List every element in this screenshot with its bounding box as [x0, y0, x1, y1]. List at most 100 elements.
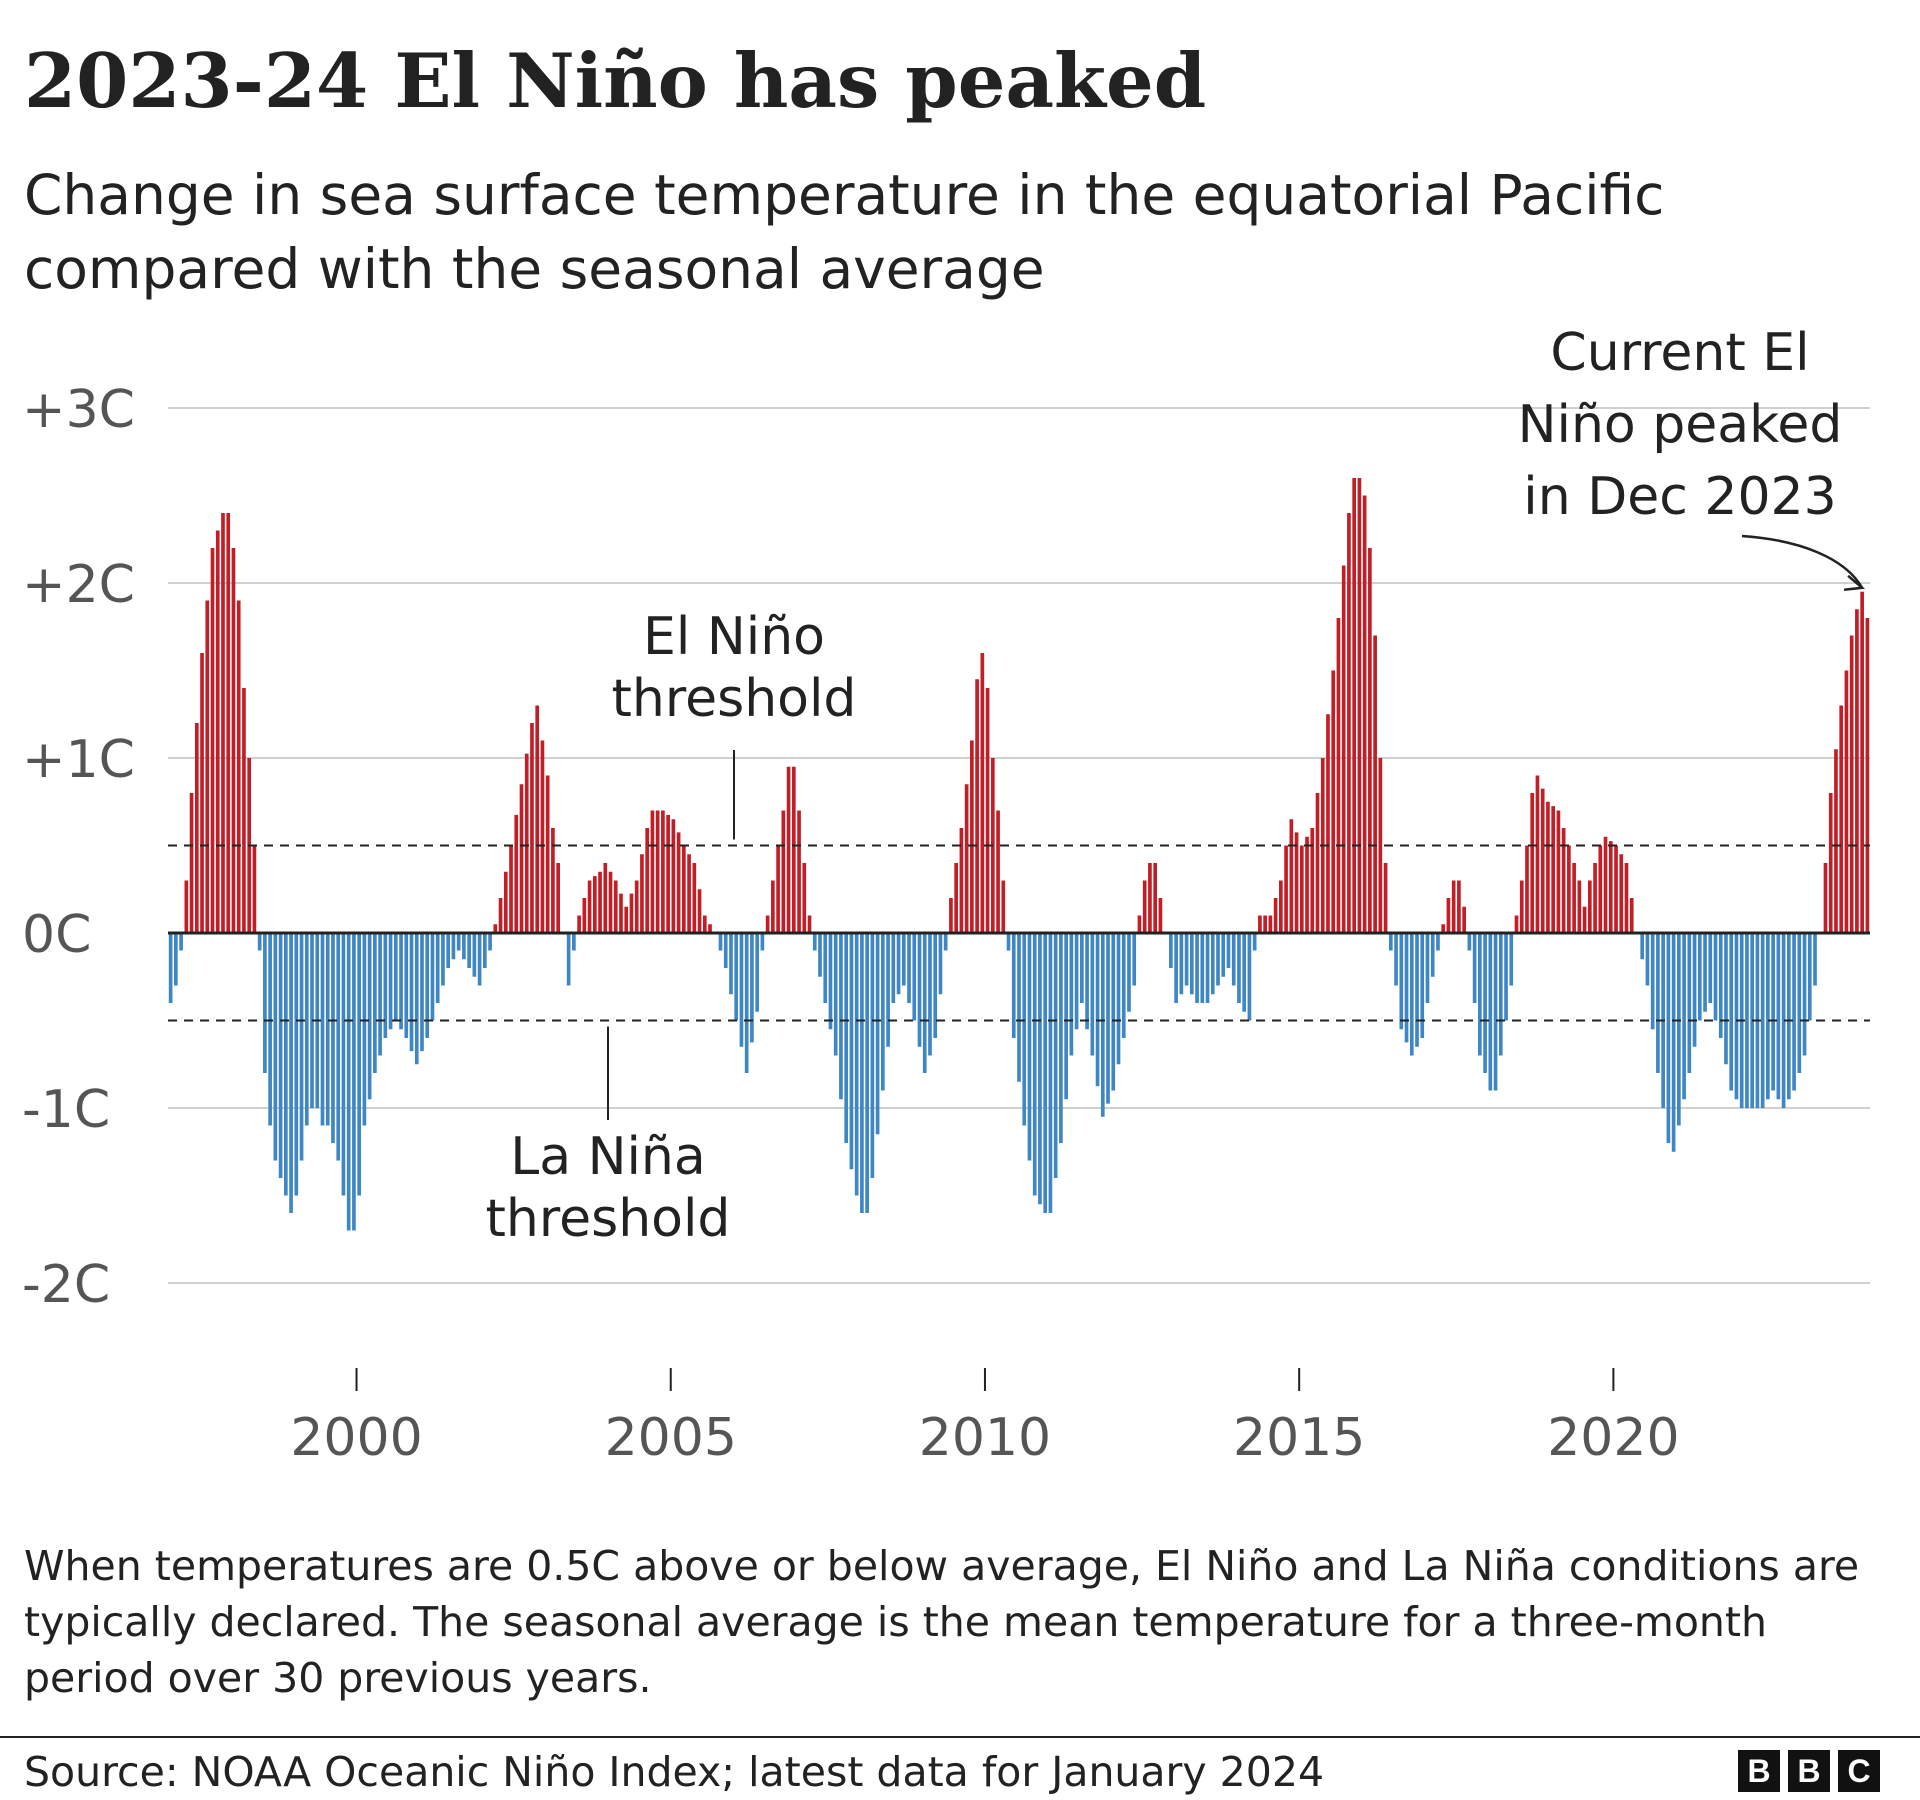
el-nino-bar — [524, 753, 529, 933]
la-nina-bar — [833, 933, 838, 1056]
el-nino-bar — [509, 845, 513, 933]
la-nina-bar — [467, 933, 471, 968]
el-nino-bar — [624, 906, 629, 933]
el-nino-bar — [1263, 915, 1267, 933]
el-nino-bar — [1603, 836, 1608, 933]
el-nino-bar — [797, 810, 801, 933]
la-nina-bar — [425, 933, 430, 1038]
el-nino-bar — [619, 893, 623, 933]
x-tick-label: 2015 — [1233, 1408, 1365, 1460]
la-nina-bar — [1179, 933, 1184, 995]
la-nina-bar — [263, 933, 267, 1073]
el-nino-bar — [702, 915, 707, 933]
label-line: Current El — [1550, 323, 1809, 383]
la-nina-bar — [1216, 933, 1220, 986]
la-nina-bar — [336, 933, 341, 1161]
la-nina-bar — [943, 933, 948, 951]
la-nina-bar — [1111, 933, 1116, 1091]
el-nino-bar — [1258, 915, 1262, 933]
la-nina-bar — [823, 933, 828, 1003]
la-nina-bar — [1771, 933, 1775, 1091]
la-nina-bar — [1121, 933, 1126, 1038]
la-nina-bar — [912, 933, 917, 1021]
la-nina-bar — [1488, 933, 1493, 1091]
el-nino-bar — [221, 513, 225, 933]
el-nino-bar — [608, 871, 613, 933]
el-nino-bar — [1629, 898, 1634, 933]
el-nino-bar — [655, 810, 660, 933]
la-nina-bar — [844, 933, 849, 1143]
el-nino-bar — [587, 880, 592, 933]
la-nina-bar — [1504, 933, 1508, 1021]
el-nino-bar — [765, 915, 770, 933]
peak-annotation-arrow — [1741, 534, 1864, 589]
la-nina-bar — [1807, 933, 1812, 1021]
el-nino-bar — [1624, 863, 1629, 933]
la-nina-bar — [1656, 933, 1660, 1073]
el-nino-bar — [1828, 793, 1833, 933]
el-nino-bar — [807, 915, 812, 933]
el-nino-bar — [671, 819, 676, 933]
la-nina-bar — [1436, 933, 1440, 951]
la-nina-bar — [1200, 933, 1205, 1003]
el-nino-bar — [964, 784, 969, 933]
la-nina-bar — [1252, 933, 1257, 951]
la-nina-bar — [320, 933, 325, 1126]
el-nino-bar — [661, 810, 665, 933]
la-nina-bar — [483, 933, 487, 968]
la-nina-bar — [891, 933, 896, 1003]
el-nino-bar — [577, 915, 581, 933]
la-nina-bar — [1671, 933, 1676, 1152]
el-nino-bar — [1347, 513, 1351, 933]
source-note: Source: NOAA Oceanic Niño Index; latest … — [24, 1748, 1325, 1796]
la-nina-bar — [357, 933, 361, 1196]
la-nina-bar — [1786, 933, 1791, 1100]
la-nina-bar — [1713, 933, 1718, 1021]
el-nino-bar — [1860, 591, 1864, 933]
la-nina-bar — [488, 933, 492, 951]
el-nino-bar — [1525, 845, 1529, 933]
la-nina-bar — [870, 933, 875, 1178]
el-nino-bar — [708, 924, 712, 933]
el-nino-bar — [650, 810, 655, 933]
el-nino-bar — [1299, 845, 1304, 933]
la-nina-bar — [1666, 933, 1671, 1143]
la-nina-bar — [928, 933, 932, 1056]
el-nino-bar — [687, 854, 691, 933]
la-nina-bar — [1048, 933, 1053, 1213]
la-nina-bar — [1011, 933, 1016, 1038]
la-nina-bar — [1415, 933, 1419, 1047]
el-nino-bar — [236, 600, 241, 933]
el-nino-bar — [975, 679, 979, 933]
la-nina-bar — [818, 933, 822, 977]
la-nina-bar — [886, 933, 890, 1047]
la-nina-bar — [1027, 933, 1032, 1161]
arrowhead-icon — [1843, 574, 1866, 592]
la-nina-bar — [409, 933, 414, 1052]
la-nina-bar — [1472, 933, 1477, 1003]
la-nina-bar — [723, 933, 728, 968]
y-tick-label: +1C — [22, 730, 135, 790]
la-nina-bar — [860, 933, 864, 1213]
la-nina-bar — [1724, 933, 1728, 1065]
la-nina-bar — [1687, 933, 1692, 1073]
bbc-logo-letter: B — [1788, 1750, 1830, 1792]
la-nina-bar — [1174, 933, 1178, 1003]
el-nino-bar — [1310, 828, 1315, 933]
el-nino-bar — [1137, 915, 1142, 933]
la-nina-bar — [1430, 933, 1435, 977]
el-nino-bar — [231, 548, 236, 933]
el-nino-bar — [1598, 845, 1603, 933]
la-nina-bar — [362, 933, 367, 1126]
la-nina-bar — [1221, 933, 1226, 977]
la-nina-bar — [881, 933, 885, 1091]
la-nina-bar — [179, 933, 183, 951]
el-nino-bar — [1383, 863, 1388, 933]
label-line: Niño peaked — [1518, 395, 1843, 455]
la-nina-bar — [1682, 933, 1686, 1100]
label-line: in Dec 2023 — [1523, 467, 1836, 527]
el-nino-bar — [498, 898, 503, 933]
la-nina-bar — [304, 933, 309, 1126]
el-nino-bar — [1551, 806, 1555, 934]
